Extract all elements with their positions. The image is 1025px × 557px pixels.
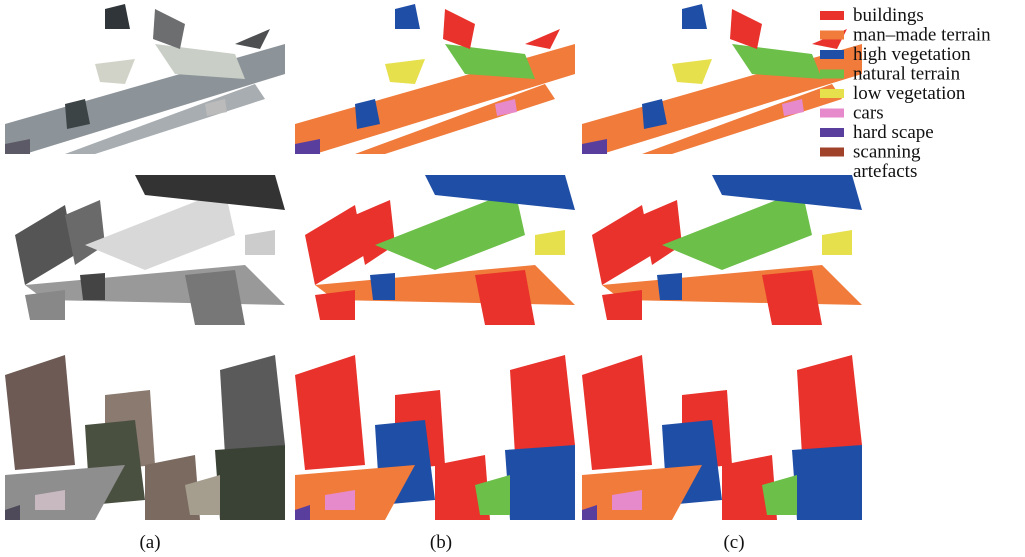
point-cloud-region <box>220 355 285 455</box>
legend-swatch <box>820 50 844 59</box>
point-cloud-region <box>505 445 575 520</box>
point-cloud-region <box>822 230 852 255</box>
point-cloud-region <box>657 273 682 300</box>
point-cloud-region <box>602 290 642 320</box>
point-cloud-region <box>443 9 475 49</box>
point-cloud-region <box>153 9 185 49</box>
point-cloud-region <box>672 59 712 84</box>
legend-label: high vegetation <box>853 44 971 65</box>
point-cloud-region <box>215 445 285 520</box>
point-cloud-region <box>385 59 425 84</box>
point-cloud-region <box>797 355 862 455</box>
point-cloud-image <box>305 175 575 325</box>
panel-caption: (c) <box>723 532 744 552</box>
point-cloud-region <box>95 59 135 84</box>
point-cloud-region <box>235 29 270 49</box>
point-cloud-region <box>315 290 355 320</box>
point-cloud-region <box>370 273 395 300</box>
point-cloud-region <box>80 273 105 300</box>
point-cloud-region <box>535 230 565 255</box>
legend-swatch <box>820 148 844 157</box>
legend-label: cars <box>853 103 884 124</box>
captions: (a) (b) (c) <box>139 532 744 552</box>
point-cloud-region <box>730 9 762 49</box>
point-cloud-image <box>5 355 285 520</box>
legend-label: natural terrain <box>853 64 961 85</box>
point-cloud-region <box>245 230 275 255</box>
point-cloud-region <box>5 355 75 470</box>
point-cloud-image <box>295 4 575 154</box>
legend-label: hard scape <box>853 122 934 143</box>
point-cloud-region <box>475 270 535 325</box>
panel-caption: (b) <box>430 532 452 552</box>
point-cloud-image <box>295 355 575 520</box>
legend-label: man–made terrain <box>853 25 991 46</box>
point-cloud-image <box>592 175 862 325</box>
point-cloud-image <box>15 175 285 325</box>
point-cloud-region <box>445 44 535 79</box>
point-cloud-region <box>525 29 560 49</box>
point-cloud-region <box>105 4 130 29</box>
point-cloud-region <box>155 44 245 79</box>
scenes <box>5 4 862 520</box>
point-cloud-image <box>5 4 285 154</box>
figure: buildingsman–made terrainhigh vegetation… <box>0 0 1025 552</box>
point-cloud-region <box>682 4 707 29</box>
legend-swatch <box>820 89 844 98</box>
point-cloud-region <box>185 270 245 325</box>
legend-swatch <box>820 109 844 118</box>
point-cloud-region <box>582 355 652 470</box>
legend-label: scanning <box>853 142 921 163</box>
point-cloud-region <box>792 445 862 520</box>
point-cloud-region <box>395 4 420 29</box>
legend-label: buildings <box>853 5 924 26</box>
point-cloud-image <box>582 355 862 520</box>
point-cloud-region <box>732 44 822 79</box>
legend-label: low vegetation <box>853 83 966 104</box>
legend-label: artefacts <box>853 161 917 182</box>
panel-caption: (a) <box>139 532 160 552</box>
point-cloud-region <box>510 355 575 455</box>
point-cloud-region <box>25 290 65 320</box>
point-cloud-region <box>762 270 822 325</box>
legend-swatch <box>820 128 844 137</box>
legend-swatch <box>820 70 844 79</box>
legend-swatch <box>820 11 844 20</box>
legend-swatch <box>820 31 844 40</box>
point-cloud-region <box>295 355 365 470</box>
